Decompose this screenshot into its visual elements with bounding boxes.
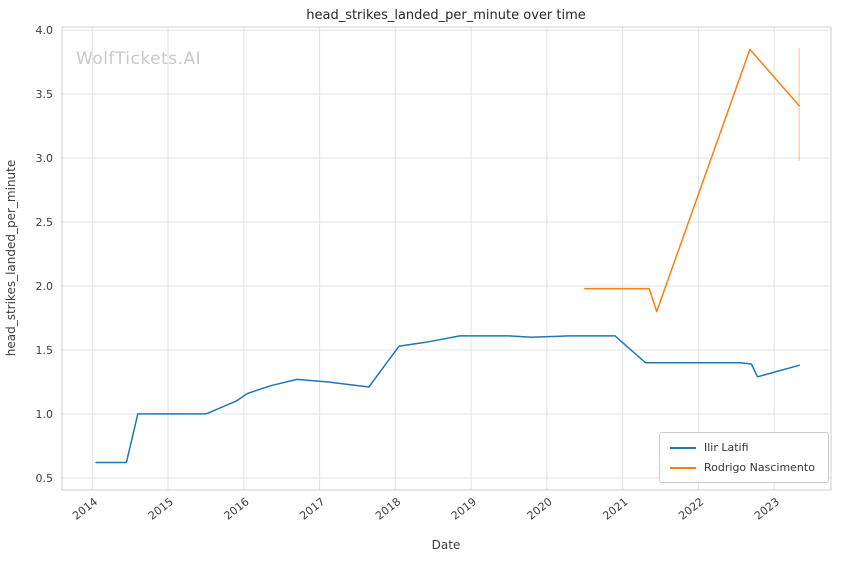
svg-text:2015: 2015 — [146, 495, 176, 522]
svg-text:3.5: 3.5 — [36, 88, 54, 101]
svg-text:2018: 2018 — [373, 495, 403, 522]
legend-item: Ilir Latifi — [670, 441, 818, 454]
svg-text:1.5: 1.5 — [36, 344, 54, 357]
y-axis-label: head_strikes_landed_per_minute — [4, 160, 18, 357]
svg-text:2014: 2014 — [70, 495, 100, 522]
svg-text:2021: 2021 — [600, 495, 630, 522]
svg-text:2022: 2022 — [676, 495, 706, 522]
legend-label: Rodrigo Nascimento — [704, 461, 815, 474]
svg-text:0.5: 0.5 — [36, 472, 54, 485]
svg-text:2016: 2016 — [222, 495, 252, 522]
svg-text:2017: 2017 — [297, 495, 327, 522]
legend-swatch-rodrigo-nascimento — [670, 466, 696, 469]
svg-text:1.0: 1.0 — [36, 408, 54, 421]
legend-swatch-ilir-latifi — [670, 446, 696, 449]
legend: Ilir Latifi Rodrigo Nascimento — [659, 432, 829, 483]
svg-text:2023: 2023 — [752, 495, 782, 522]
chart-title: head_strikes_landed_per_minute over time — [306, 8, 586, 23]
svg-text:2.0: 2.0 — [36, 280, 54, 293]
x-axis-label: Date — [432, 538, 461, 552]
svg-text:4.0: 4.0 — [36, 24, 54, 37]
svg-text:2.5: 2.5 — [36, 216, 54, 229]
svg-text:2019: 2019 — [449, 495, 479, 522]
svg-text:3.0: 3.0 — [36, 152, 54, 165]
svg-text:2020: 2020 — [525, 495, 555, 522]
legend-label: Ilir Latifi — [704, 441, 749, 454]
watermark: WolfTickets.AI — [76, 49, 201, 69]
legend-item: Rodrigo Nascimento — [670, 461, 818, 474]
